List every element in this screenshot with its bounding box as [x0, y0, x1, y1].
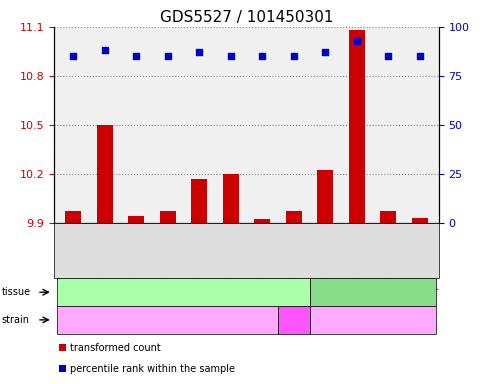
Text: strain: strain	[1, 315, 30, 325]
Point	[321, 49, 329, 55]
Text: A/J: A/J	[161, 315, 174, 325]
Text: control: control	[167, 287, 200, 297]
Bar	[317, 170, 333, 223]
Point	[164, 53, 172, 59]
Bar	[349, 30, 365, 223]
Bar	[160, 211, 176, 223]
Point	[227, 53, 235, 59]
Bar	[65, 211, 81, 223]
Text: transformed count: transformed count	[70, 343, 161, 353]
Point	[101, 47, 108, 53]
Point	[385, 53, 392, 59]
Bar	[223, 174, 239, 223]
Bar	[254, 220, 270, 223]
Point	[416, 53, 424, 59]
Point	[195, 49, 203, 55]
Text: rhabdomyosarcoma tumor: rhabdomyosarcoma tumor	[308, 287, 437, 297]
Bar	[412, 218, 428, 223]
Point	[69, 53, 77, 59]
Bar	[381, 211, 396, 223]
Text: percentile rank within the sample: percentile rank within the sample	[70, 364, 236, 374]
Text: BALB
/c: BALB /c	[281, 309, 307, 331]
Bar	[97, 125, 112, 223]
Bar	[286, 211, 302, 223]
Point	[290, 53, 298, 59]
Point	[132, 53, 140, 59]
Bar	[191, 179, 207, 223]
Text: tissue: tissue	[1, 287, 31, 297]
Point	[258, 53, 266, 59]
Point	[353, 38, 361, 44]
Bar	[128, 216, 144, 223]
Text: A/J: A/J	[366, 315, 379, 325]
Text: GDS5527 / 101450301: GDS5527 / 101450301	[160, 10, 333, 25]
